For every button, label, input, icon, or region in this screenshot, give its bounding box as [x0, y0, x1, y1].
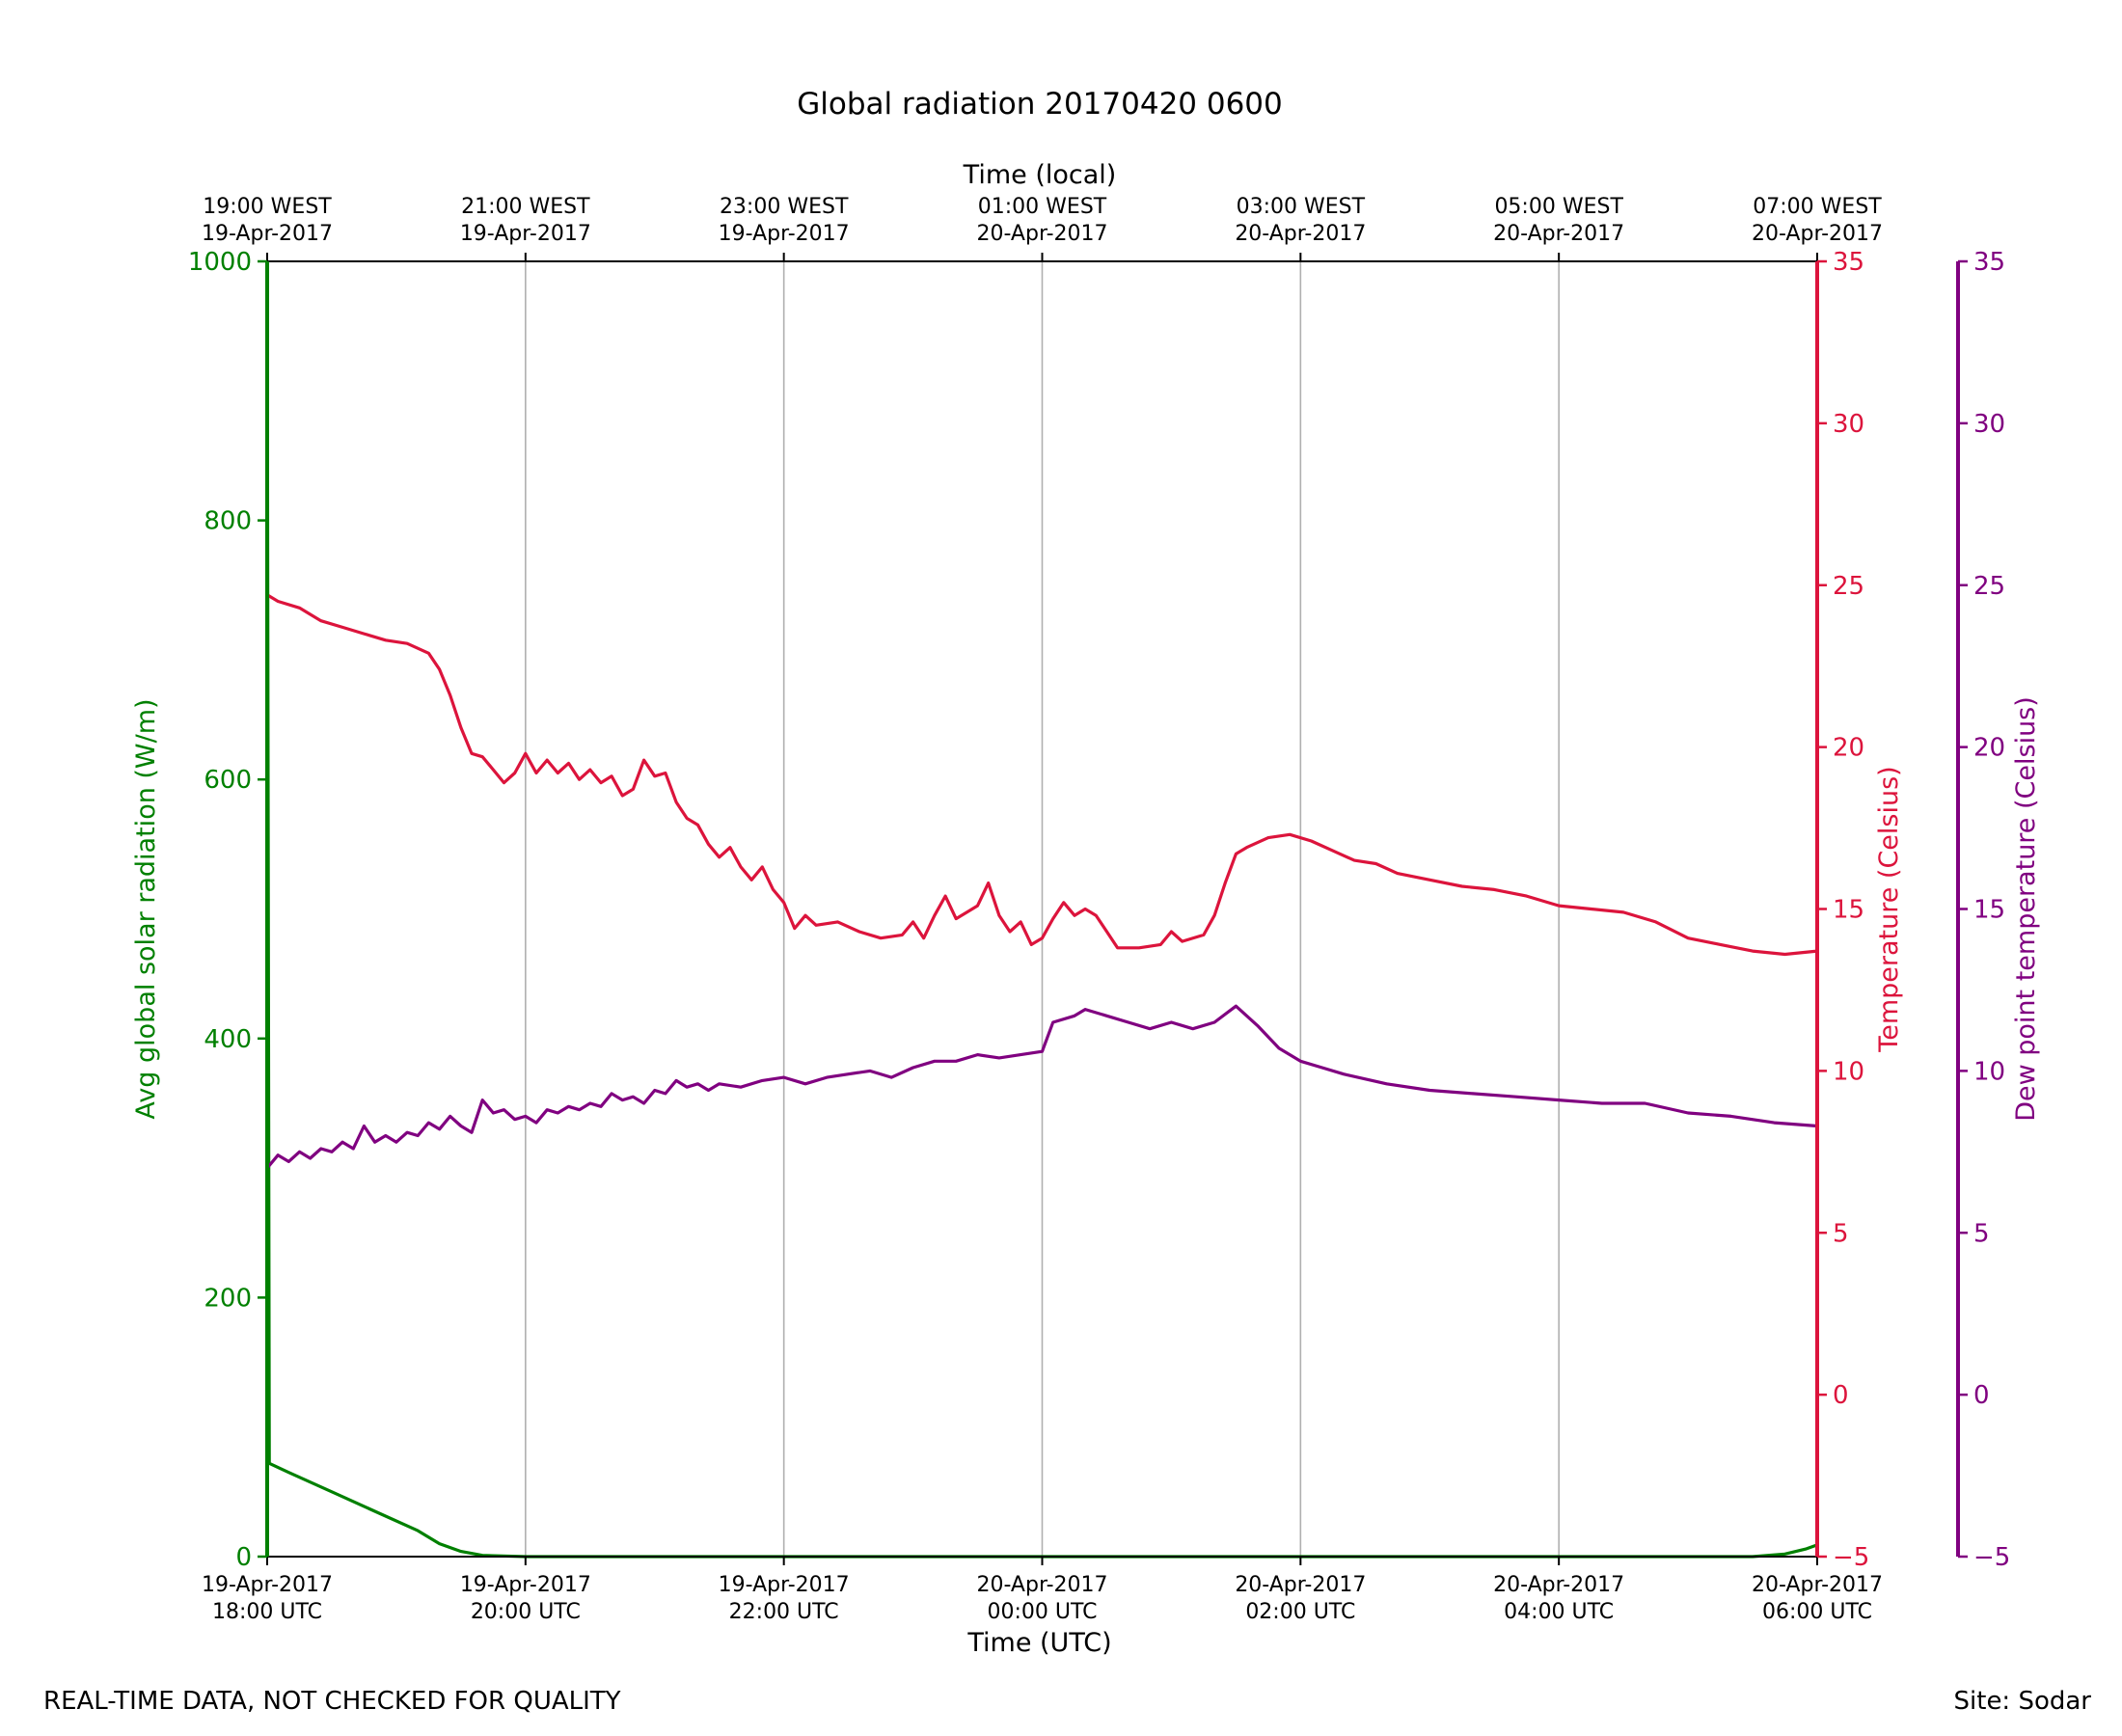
left-y-tick-label: 400	[204, 1025, 252, 1054]
x-axis-label: Time (UTC)	[966, 1628, 1111, 1658]
x2-tick-label: 03:00 WEST 20-Apr-2017	[1235, 195, 1366, 246]
outer-right-y-axis-label: Dew point temperature (Celsius)	[2011, 696, 2041, 1122]
series-line	[265, 1004, 1818, 1170]
x2-tick-label: 23:00 WEST 19-Apr-2017	[719, 195, 850, 246]
outer-right-y-tick-label: 0	[1973, 1381, 1990, 1410]
x-tick-label: 19-Apr-2017 20:00 UTC	[460, 1573, 591, 1624]
series-line	[265, 260, 1818, 1559]
left-y-tick-label: 200	[204, 1284, 252, 1313]
outer-right-y-tick-label: −5	[1973, 1543, 2010, 1572]
left-y-tick-label: 800	[204, 507, 252, 536]
site-label: Site: Sodar	[1954, 1687, 2092, 1716]
outer-right-y-tick-label: 20	[1973, 734, 2005, 763]
right-y-tick-label: 5	[1833, 1219, 1849, 1248]
right-y-tick-label: 25	[1833, 572, 1864, 601]
right-y-axis-label: Temperature (Celsius)	[1874, 766, 1904, 1052]
x2-tick-label: 01:00 WEST 20-Apr-2017	[976, 195, 1107, 246]
x2-tick-label: 19:00 WEST 19-Apr-2017	[202, 195, 333, 246]
x-tick-label: 20-Apr-2017 06:00 UTC	[1752, 1573, 1883, 1624]
right-y-tick-label: 0	[1833, 1381, 1849, 1410]
series-lines	[265, 260, 1818, 1559]
x-tick-label: 20-Apr-2017 04:00 UTC	[1493, 1573, 1624, 1624]
outer-right-y-tick-label: 25	[1973, 572, 2005, 601]
right-y-tick-label: 15	[1833, 896, 1864, 925]
outer-right-y-tick-label: 5	[1973, 1219, 1990, 1248]
x2-axis-label: Time (local)	[963, 160, 1117, 190]
axes: 19-Apr-2017 18:00 UTC 19-Apr-2017 20:00 UTC…	[131, 195, 2041, 1624]
right-y-tick-label: 20	[1833, 734, 1864, 763]
x2-tick-label: 21:00 WEST 19-Apr-2017	[460, 195, 591, 246]
x-tick-label: 20-Apr-2017 02:00 UTC	[1235, 1573, 1366, 1624]
outer-right-y-tick-label: 30	[1973, 410, 2005, 439]
right-y-tick-label: −5	[1833, 1543, 1869, 1572]
right-y-tick-label: 10	[1833, 1057, 1864, 1086]
outer-right-y-tick-label: 15	[1973, 896, 2005, 925]
series-line	[266, 593, 1818, 957]
x-tick-label: 19-Apr-2017 22:00 UTC	[719, 1573, 850, 1624]
left-y-tick-label: 0	[235, 1543, 252, 1572]
left-y-tick-label: 600	[204, 766, 252, 795]
left-y-tick-label: 1000	[188, 248, 252, 277]
right-y-tick-label: 35	[1833, 248, 1864, 277]
left-y-axis-label: Avg global solar radiation (W/m)	[131, 698, 161, 1119]
chart-title: Global radiation 20170420 0600	[797, 87, 1283, 122]
x-tick-label: 19-Apr-2017 18:00 UTC	[202, 1573, 333, 1624]
x2-tick-label: 07:00 WEST 20-Apr-2017	[1752, 195, 1883, 246]
outer-right-y-tick-label: 10	[1973, 1057, 2005, 1086]
x-tick-label: 20-Apr-2017 00:00 UTC	[976, 1573, 1107, 1624]
quality-note: REAL-TIME DATA, NOT CHECKED FOR QUALITY	[43, 1687, 621, 1716]
right-y-tick-label: 30	[1833, 410, 1864, 439]
x2-tick-label: 05:00 WEST 20-Apr-2017	[1493, 195, 1624, 246]
outer-right-y-tick-label: 35	[1973, 248, 2005, 277]
